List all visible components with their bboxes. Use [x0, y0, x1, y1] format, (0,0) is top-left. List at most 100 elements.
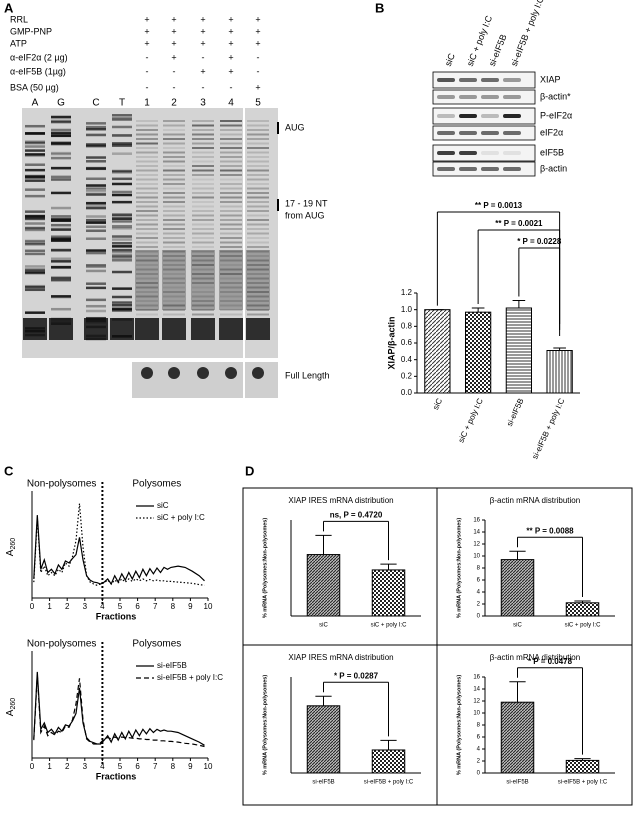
gel-band: [136, 255, 158, 257]
gel-band: [220, 246, 242, 248]
bar: [306, 705, 341, 774]
y-tick-label: 12: [473, 699, 480, 705]
gel-band: [136, 160, 158, 163]
gel-band: [220, 304, 242, 307]
gel-band: [136, 187, 158, 190]
gel-band: [136, 250, 158, 253]
chart-title: β-actin mRNA distribution: [490, 496, 580, 505]
x-tick-label: 6: [135, 762, 140, 771]
gel-band: [247, 313, 269, 316]
gel-band: [192, 196, 214, 199]
gel-band: [220, 223, 242, 226]
gel-band: [247, 295, 269, 298]
gel-band: [86, 218, 106, 222]
significance-label: * P = 0.0287: [334, 671, 379, 680]
y-tick-label: 14: [473, 687, 480, 693]
gel-band: [247, 196, 269, 199]
gel-band: [163, 120, 185, 122]
lane-label: C: [92, 98, 99, 109]
bar: [464, 311, 492, 394]
gel-band: [163, 142, 185, 145]
gel-band: [163, 201, 185, 203]
gel-band: [51, 131, 71, 135]
gel-band: [163, 273, 185, 275]
gel-band: [112, 213, 132, 216]
gel-band: [136, 205, 158, 208]
y-axis-label: % mRNA (Polysomes:Non-polysomes): [262, 675, 268, 776]
gel-band: [51, 191, 71, 195]
gel-band: [112, 125, 132, 129]
gel-band: [112, 217, 132, 220]
panel-letter: D: [245, 463, 254, 478]
region-label: Polysomes: [132, 639, 181, 650]
blot-band: [437, 151, 455, 155]
gel-band: [112, 152, 132, 155]
chart-title: XIAP IRES mRNA distribution: [288, 653, 393, 662]
y-axis-label-base: A: [5, 549, 16, 556]
gel-band: [112, 177, 132, 181]
gel-band: [112, 254, 132, 257]
gel-band: [192, 214, 214, 217]
blot-band: [503, 167, 521, 171]
gel-band: [112, 238, 132, 241]
x-tick-label: 3: [83, 602, 88, 611]
gel-band: [136, 138, 158, 140]
blot-band: [503, 131, 521, 135]
gel-band: [136, 169, 158, 172]
error-bar: [380, 563, 397, 570]
gel-band: [220, 174, 242, 176]
gel-band: [136, 300, 158, 302]
gel-band: [192, 133, 214, 136]
y-tick-label: 0.4: [401, 355, 413, 364]
gel-band: [112, 200, 132, 204]
gel-band: [136, 214, 158, 217]
gel-band: [51, 178, 71, 181]
gel-band: [163, 282, 185, 284]
significance-label: * P = 0.0228: [517, 237, 562, 246]
blot-label: eIF5B: [540, 147, 564, 157]
gel-band: [192, 138, 214, 140]
gel-band: [163, 156, 185, 158]
gel-band: [51, 120, 71, 124]
gel-band: [192, 282, 214, 284]
gel-band: [163, 210, 185, 212]
gel-band: [192, 241, 214, 244]
gel-band: [247, 291, 269, 293]
gel-band: [25, 268, 45, 272]
gel-band: [247, 156, 269, 158]
gel-band: [163, 237, 185, 239]
gel-band: [86, 177, 106, 181]
y-axis-label: % mRNA (Polysomes:Non-polysomes): [262, 518, 268, 619]
x-tick-label: 10: [204, 602, 213, 611]
gel-band: [112, 118, 132, 121]
gel-band: [163, 178, 185, 181]
gel-band: [86, 304, 106, 308]
gel-band: [136, 264, 158, 266]
error-bar: [471, 307, 485, 313]
gel-smear: [162, 250, 186, 310]
bar: [371, 749, 406, 774]
gel-band: [192, 160, 214, 163]
gel-band: [192, 228, 214, 230]
gel-band: [247, 304, 269, 307]
gel-band: [192, 277, 214, 280]
gel-band: [220, 201, 242, 203]
gel-band: [247, 124, 269, 127]
gel-band: [247, 129, 269, 131]
gel-band: [163, 313, 185, 316]
gel-band: [86, 203, 106, 207]
y-tick-label: 2: [477, 602, 481, 608]
gel-band: [84, 318, 108, 340]
gel-band: [136, 273, 158, 275]
blot-band: [481, 114, 499, 118]
error-bar: [574, 600, 591, 603]
gel-band: [247, 219, 269, 221]
panel-letter: A: [4, 0, 14, 15]
gel-band: [25, 210, 45, 213]
gel-band: [25, 163, 45, 166]
gel-band: [247, 228, 269, 230]
gel-band: [247, 187, 269, 190]
gel-band: [86, 286, 106, 290]
gel-band: [247, 286, 269, 289]
bar: [505, 307, 533, 394]
